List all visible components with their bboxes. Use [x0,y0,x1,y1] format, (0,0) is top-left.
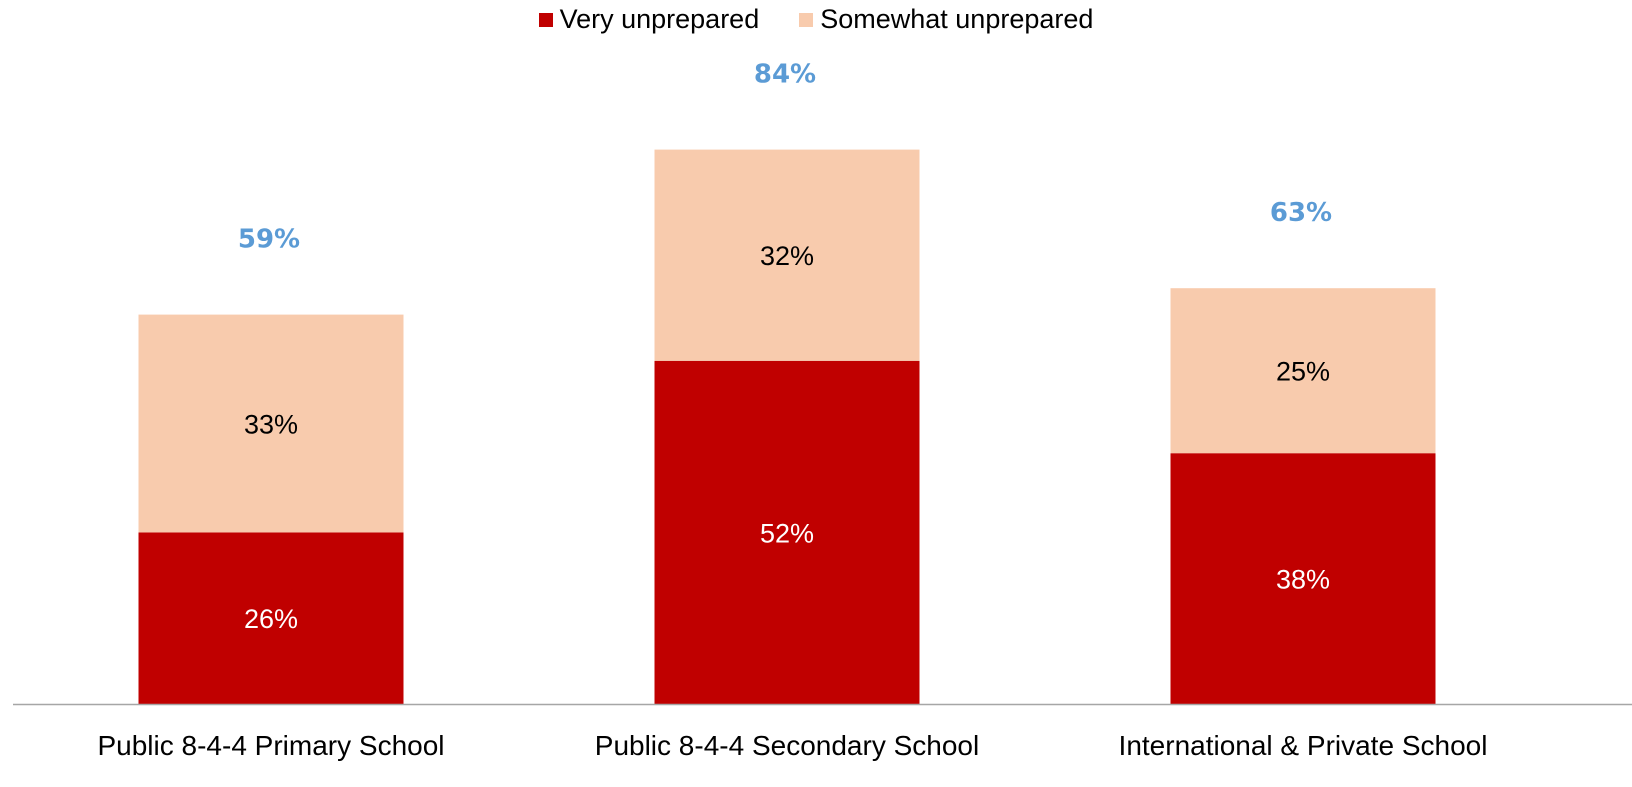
category-label-2: Public 8-4-4 Secondary School [595,730,979,761]
category-label-3: International & Private School [1119,730,1488,761]
data-label-very-unprepared-3: 38% [1276,565,1330,595]
legend: Very unprepared Somewhat unprepared [0,4,1632,35]
legend-item-somewhat-unprepared: Somewhat unprepared [799,4,1093,35]
total-label-1: 59% [238,225,300,255]
legend-swatch-very-unprepared [538,12,553,27]
bar-segment-somewhat-unprepared-3 [1170,288,1436,454]
bar-segment-very-unprepared-2 [654,360,920,704]
legend-item-very-unprepared: Very unprepared [538,4,760,35]
data-label-somewhat-unprepared-2: 32% [760,241,814,271]
data-label-very-unprepared-2: 52% [760,518,814,548]
data-label-somewhat-unprepared-3: 25% [1276,357,1330,387]
bar-segment-somewhat-unprepared-2 [654,149,920,361]
bar-segment-somewhat-unprepared-1 [138,314,404,533]
bar-segment-very-unprepared-3 [1170,453,1436,704]
data-label-somewhat-unprepared-1: 33% [244,410,298,440]
legend-label-somewhat-unprepared: Somewhat unprepared [820,4,1094,34]
total-label-3: 63% [1270,198,1332,228]
bar-segment-very-unprepared-1 [138,532,404,704]
category-label-1: Public 8-4-4 Primary School [97,730,444,761]
legend-label-very-unprepared: Very unprepared [559,4,760,34]
total-label-2: 84% [754,60,816,90]
legend-swatch-somewhat-unprepared [799,12,814,27]
data-label-very-unprepared-1: 26% [244,604,298,634]
